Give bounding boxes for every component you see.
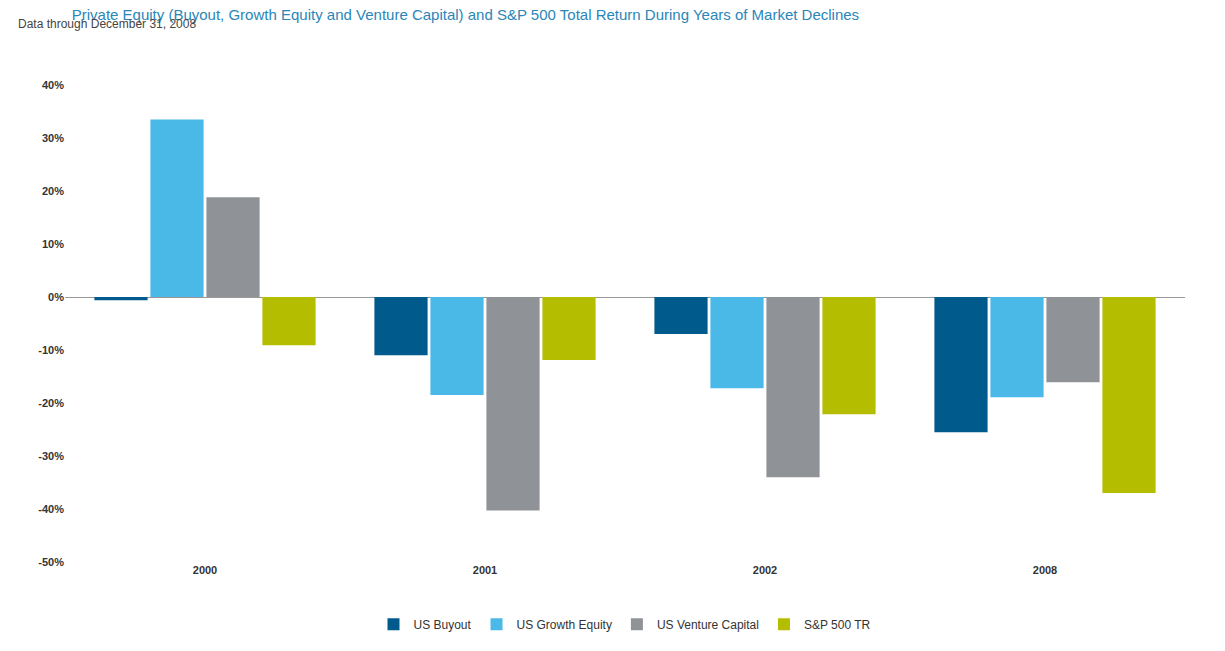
svg-text:US Venture Capital: US Venture Capital <box>657 618 759 632</box>
svg-text:-40%: -40% <box>38 503 64 515</box>
svg-text:Data through December 31, 2008: Data through December 31, 2008 <box>18 17 196 31</box>
svg-text:0%: 0% <box>48 291 64 303</box>
svg-text:2002: 2002 <box>753 564 777 576</box>
svg-text:30%: 30% <box>42 132 64 144</box>
svg-text:2008: 2008 <box>1033 564 1057 576</box>
svg-text:US Buyout: US Buyout <box>414 618 472 632</box>
svg-text:Private Equity (Buyout, Growth: Private Equity (Buyout, Growth Equity an… <box>72 6 859 23</box>
svg-text:-30%: -30% <box>38 450 64 462</box>
svg-text:2001: 2001 <box>473 564 497 576</box>
svg-text:2000: 2000 <box>193 564 217 576</box>
svg-text:-50%: -50% <box>38 556 64 568</box>
svg-text:20%: 20% <box>42 185 64 197</box>
svg-text:-20%: -20% <box>38 397 64 409</box>
svg-text:-10%: -10% <box>38 344 64 356</box>
svg-text:US Growth Equity: US Growth Equity <box>517 618 612 632</box>
svg-text:S&P 500 TR: S&P 500 TR <box>804 618 871 632</box>
svg-text:40%: 40% <box>42 79 64 91</box>
svg-text:10%: 10% <box>42 238 64 250</box>
